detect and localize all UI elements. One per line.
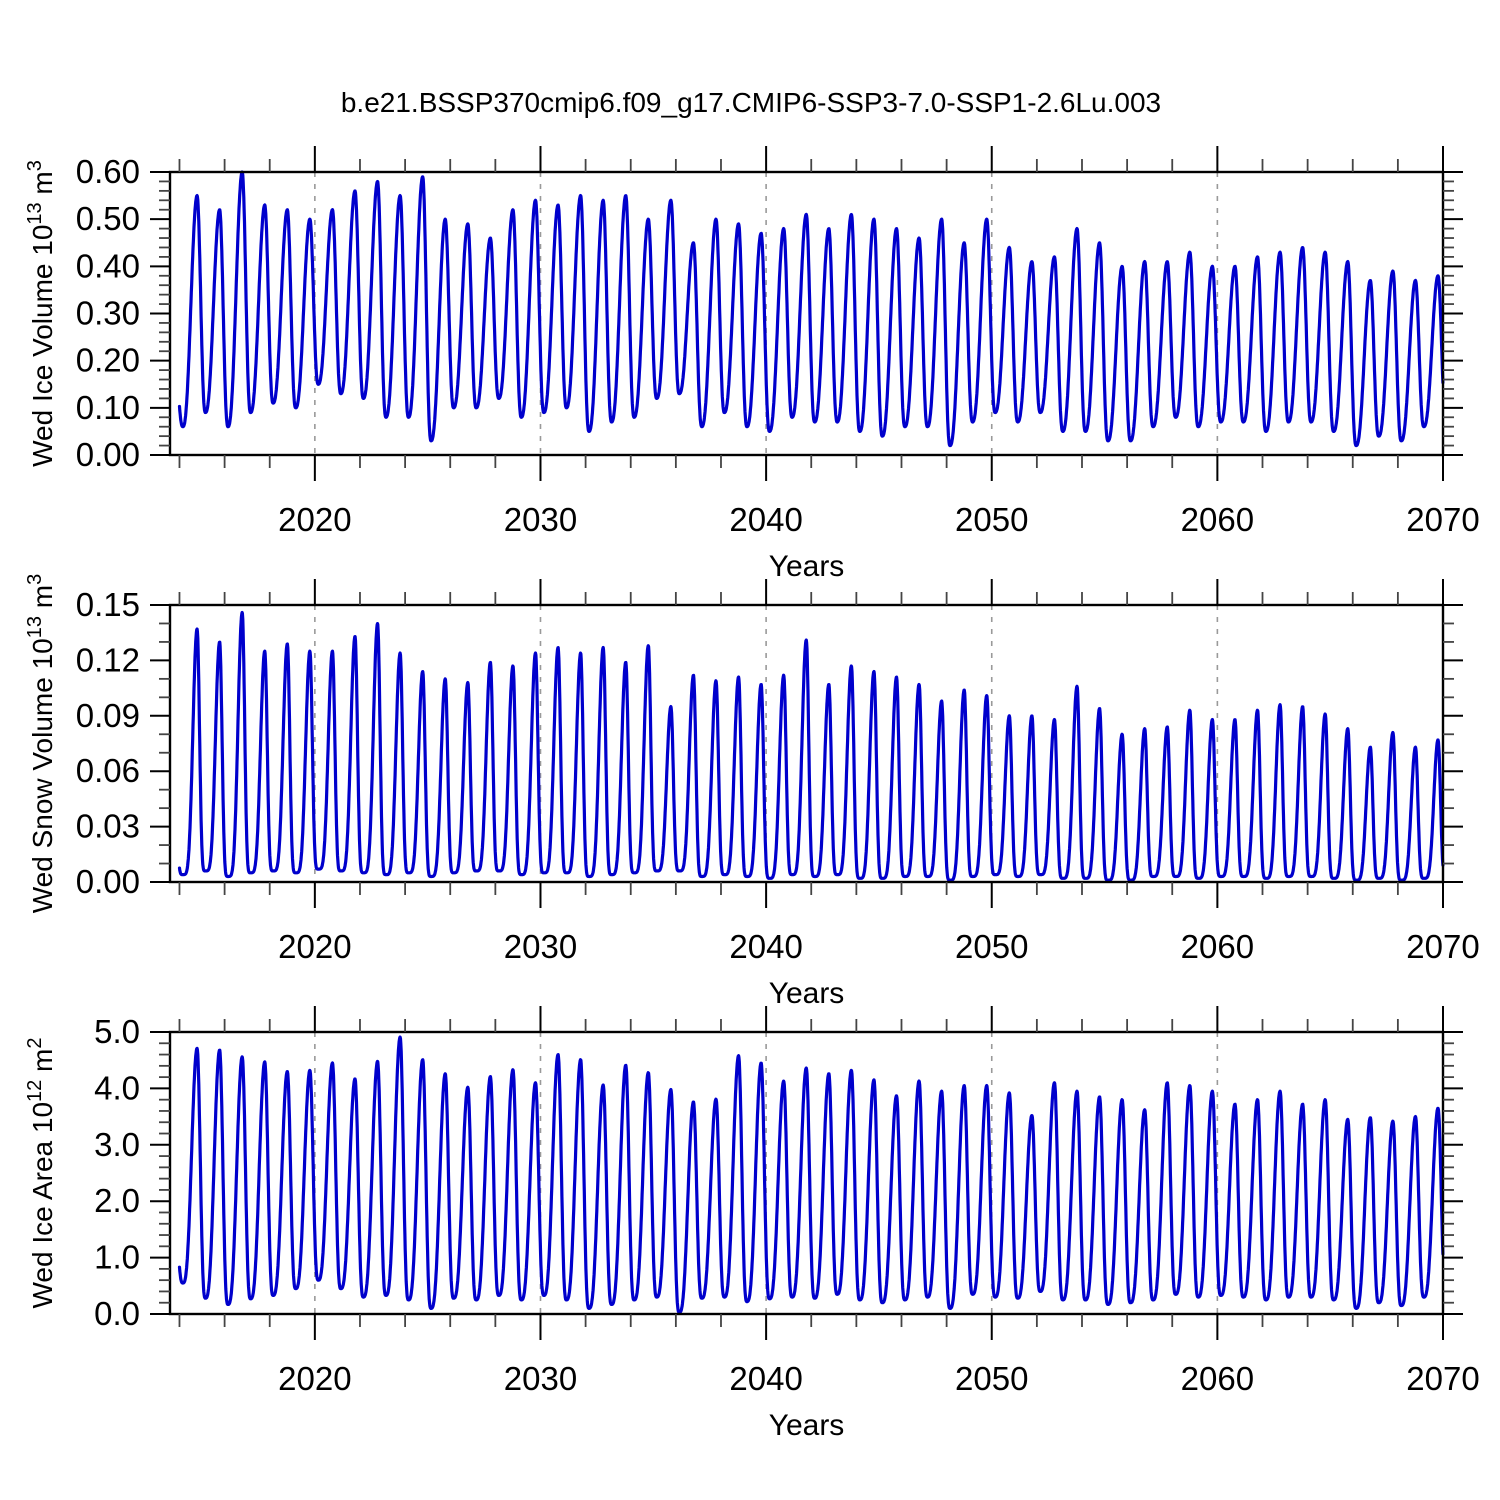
panel-wed-ice-area: 2020 2030 2040 2050 2060 2070 0.0 1.0 2.0 3.0 4.0 5… xyxy=(24,1006,1480,1442)
x-axis-title: Years xyxy=(769,977,845,1010)
y-tick-label: 0.10 xyxy=(76,389,140,426)
x-tick-label: 2040 xyxy=(729,1360,802,1397)
y-tick-label: 0.00 xyxy=(76,863,140,900)
y-tick-label: 3.0 xyxy=(94,1126,140,1163)
x-axis-title: Years xyxy=(769,550,845,583)
x-tick-label: 2060 xyxy=(1181,501,1254,538)
y-axis-title: Wed Ice Volume 1013 m3 xyxy=(24,160,58,467)
panel-wed-ice-volume: 2020 2030 2040 2050 2060 2070 0.00 0.10 0.20 0.30… xyxy=(24,146,1480,583)
y-tick-label: 0.12 xyxy=(76,641,140,678)
y-tick-label: 0.50 xyxy=(76,200,140,237)
axis-frame xyxy=(168,603,1445,884)
y-tick-label: 0.09 xyxy=(76,697,140,734)
figure-title: b.e21.BSSP370cmip6.f09_g17.CMIP6-SSP3-7.… xyxy=(341,87,1161,118)
y-tick-label: 2.0 xyxy=(94,1182,140,1219)
y-tick-label: 0.60 xyxy=(76,153,140,190)
y-tick-label: 0.20 xyxy=(76,342,140,379)
y-tick-label: 0.0 xyxy=(94,1295,140,1332)
y-tick-label: 0.15 xyxy=(76,586,140,623)
y-axis-title: Wed Snow Volume 1013 m3 xyxy=(24,574,58,913)
x-tick-label: 2040 xyxy=(729,501,802,538)
y-tick-label: 0.06 xyxy=(76,752,140,789)
x-tick-label: 2040 xyxy=(729,928,802,965)
x-tick-label: 2060 xyxy=(1181,1360,1254,1397)
x-tick-label: 2030 xyxy=(504,928,577,965)
x-tick-label: 2050 xyxy=(955,928,1028,965)
y-tick-label: 0.30 xyxy=(76,295,140,332)
x-tick-label: 2070 xyxy=(1406,928,1479,965)
y-axis-title: Wed Ice Area 1012 m2 xyxy=(24,1038,58,1309)
x-tick-label: 2070 xyxy=(1406,501,1479,538)
x-tick-label: 2020 xyxy=(278,1360,351,1397)
series-line-wed-snow-volume xyxy=(177,610,1445,882)
x-axis-title: Years xyxy=(769,1409,845,1442)
x-tick-label: 2030 xyxy=(504,1360,577,1397)
x-tick-label: 2070 xyxy=(1406,1360,1479,1397)
series-line-wed-ice-area xyxy=(177,1035,1445,1314)
y-tick-label: 0.03 xyxy=(76,808,140,845)
x-tick-label: 2030 xyxy=(504,501,577,538)
y-tick-label: 0.00 xyxy=(76,436,140,473)
panel-wed-snow-volume: 2020 2030 2040 2050 2060 2070 0.00 0.03 0.06 0.09… xyxy=(24,574,1480,1010)
y-tick-label: 5.0 xyxy=(94,1013,140,1050)
x-tick-label: 2050 xyxy=(955,1360,1028,1397)
x-tick-label: 2050 xyxy=(955,501,1028,538)
series-line-wed-ice-volume xyxy=(177,170,1445,448)
y-tick-label: 4.0 xyxy=(94,1069,140,1106)
x-tick-label: 2020 xyxy=(278,501,351,538)
y-tick-label: 1.0 xyxy=(94,1239,140,1276)
axis-frame xyxy=(168,1030,1445,1316)
y-tick-label: 0.40 xyxy=(76,247,140,284)
x-tick-label: 2060 xyxy=(1181,928,1254,965)
x-tick-label: 2020 xyxy=(278,928,351,965)
